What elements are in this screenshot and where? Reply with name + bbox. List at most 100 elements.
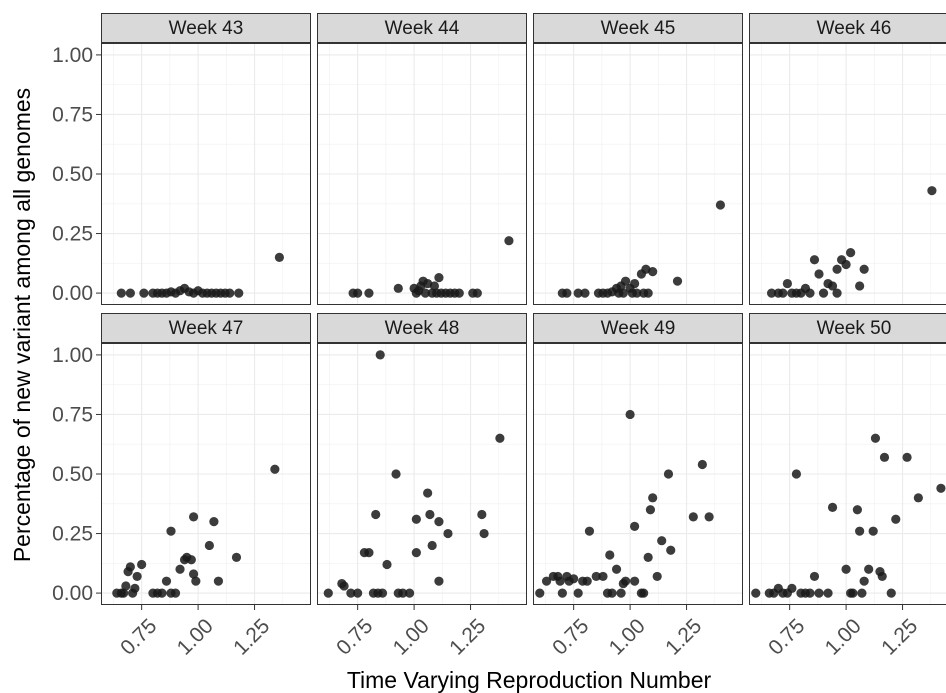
- data-point: [382, 559, 392, 570]
- data-point: [841, 259, 851, 270]
- facet-title: Week 48: [385, 318, 460, 339]
- data-point: [625, 409, 635, 420]
- data-point: [791, 469, 802, 479]
- data-point: [809, 571, 820, 582]
- data-point: [852, 505, 862, 515]
- data-point: [618, 288, 628, 298]
- data-point: [375, 350, 385, 360]
- facet-panel: Week 46: [749, 13, 946, 305]
- data-point: [411, 514, 421, 524]
- data-point: [137, 559, 147, 570]
- data-point: [188, 569, 199, 579]
- data-point: [886, 588, 896, 598]
- data-point: [339, 581, 349, 591]
- data-point: [346, 588, 356, 598]
- data-point: [877, 571, 887, 582]
- panel-border: [101, 343, 311, 605]
- data-point: [598, 571, 608, 582]
- data-point: [121, 581, 131, 591]
- data-point: [569, 574, 579, 584]
- data-point: [209, 517, 219, 527]
- x-tick-label: 1.25: [445, 614, 490, 659]
- y-tick-label: 1.00: [52, 344, 93, 367]
- facet-panel: Week 48: [317, 313, 527, 605]
- data-point: [188, 512, 199, 522]
- data-point: [605, 550, 615, 560]
- data-point: [472, 288, 482, 298]
- facet-panel: Week 47: [101, 313, 311, 605]
- data-point: [868, 526, 878, 536]
- data-point: [663, 469, 674, 479]
- data-point: [353, 288, 363, 298]
- data-point: [616, 588, 626, 598]
- data-point: [823, 588, 833, 598]
- data-point: [778, 288, 788, 298]
- data-point: [427, 540, 437, 551]
- data-point: [855, 526, 865, 536]
- data-point: [423, 488, 433, 498]
- data-point: [116, 288, 126, 298]
- y-tick-label: 0.00: [52, 282, 93, 305]
- data-point: [832, 264, 842, 274]
- y-tick-label: 0.25: [52, 223, 93, 246]
- data-point: [832, 288, 842, 298]
- data-point: [632, 288, 642, 298]
- data-point: [420, 288, 430, 298]
- facet-title: Week 46: [817, 18, 892, 39]
- data-point: [582, 576, 592, 586]
- data-point: [879, 452, 890, 462]
- data-points: [348, 236, 514, 298]
- panel-border: [101, 43, 311, 305]
- data-point: [204, 540, 214, 551]
- data-point: [364, 548, 374, 558]
- data-point: [573, 588, 583, 598]
- data-point: [666, 545, 676, 555]
- data-point: [170, 588, 181, 598]
- y-axis-ticks: 0.00 0.25 0.50 0.75 1.00 0.00 0.25 0.50 0.75 1.00: [52, 44, 101, 605]
- data-point: [766, 288, 777, 298]
- facet-title: Week 44: [385, 18, 460, 39]
- data-point: [809, 255, 820, 265]
- data-point: [715, 200, 726, 210]
- data-point: [645, 505, 656, 515]
- data-point: [805, 288, 815, 298]
- data-point: [398, 588, 408, 598]
- panel-border: [533, 43, 743, 305]
- x-tick-label: 1.25: [229, 614, 274, 659]
- panel-border: [317, 43, 527, 305]
- x-tick-label: 0.75: [548, 614, 593, 659]
- facet-strip: [749, 13, 946, 43]
- panel-border: [749, 43, 946, 305]
- data-point: [495, 433, 505, 443]
- x-tick-label: 1.25: [661, 614, 706, 659]
- x-tick-label: 1.00: [173, 614, 218, 659]
- data-point: [859, 264, 869, 274]
- facet-title: Week 47: [169, 318, 244, 339]
- x-tick-label: 1.00: [605, 614, 650, 659]
- x-tick-label: 0.75: [764, 614, 809, 659]
- data-point: [555, 576, 565, 586]
- data-points: [323, 350, 505, 598]
- data-point: [591, 571, 601, 582]
- facet-panel: Week 45: [533, 13, 743, 305]
- data-point: [859, 576, 869, 586]
- facet-title: Week 50: [817, 318, 892, 339]
- data-point: [139, 288, 149, 298]
- data-point: [855, 281, 865, 291]
- data-point: [864, 564, 874, 574]
- data-point: [848, 588, 858, 598]
- data-point: [814, 269, 824, 279]
- data-point: [557, 588, 567, 598]
- data-point: [535, 588, 545, 598]
- y-tick-label: 1.00: [52, 44, 93, 67]
- data-point: [161, 576, 172, 586]
- data-point: [454, 288, 464, 298]
- data-point: [927, 186, 937, 196]
- data-point: [132, 571, 142, 582]
- data-point: [936, 483, 946, 493]
- data-point: [166, 526, 176, 536]
- data-point: [805, 588, 815, 598]
- facet-panel: Week 50: [749, 313, 946, 605]
- data-point: [274, 252, 284, 262]
- data-point: [429, 281, 440, 291]
